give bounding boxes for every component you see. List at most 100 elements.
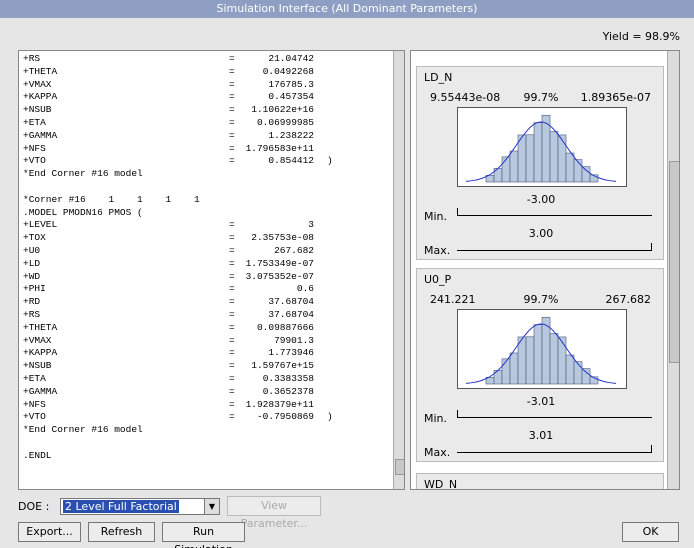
- histogram-bar: [509, 352, 519, 385]
- param-name: +TOX: [23, 232, 46, 244]
- percent: 99.7%: [523, 293, 559, 306]
- param-value: 0.6: [296, 283, 314, 295]
- param-name: +VMAX: [23, 78, 52, 90]
- equals: =: [229, 334, 235, 346]
- low-value: 241.221: [430, 293, 476, 306]
- yield: Yield = 98.9%: [602, 30, 680, 43]
- export-button[interactable]: Export...: [18, 522, 81, 542]
- equals: =: [229, 65, 235, 77]
- scrollbar[interactable]: [667, 51, 679, 489]
- param-value: 0.09887666: [256, 321, 314, 333]
- param-value: 37.68704: [268, 309, 314, 320]
- param-value: 0.06999985: [256, 117, 314, 128]
- param-value: 267.682: [274, 245, 314, 256]
- parameter-panel: LD_N 9.55443e-08 99.7% 1.89365e-07 -3.00 Min.…: [416, 66, 664, 260]
- param-name: +LEVEL: [23, 219, 58, 231]
- param-name: +NSUB: [23, 360, 52, 372]
- slider-handle: [651, 445, 652, 453]
- close-paren: ): [327, 411, 333, 423]
- param-value: 0.3652378: [262, 385, 314, 397]
- param-value: 1.753349e-07: [245, 257, 314, 269]
- param-name: +RS: [23, 53, 41, 64]
- min-slider[interactable]: [457, 215, 652, 216]
- equals: =: [229, 245, 235, 256]
- param-value: 1.796583e+11: [245, 142, 314, 154]
- equals: =: [229, 309, 235, 320]
- min-label: Min.: [424, 210, 448, 223]
- param-name: +ETA: [23, 117, 46, 128]
- code-line: .ENDL: [23, 449, 52, 461]
- max-label: Max.: [424, 446, 451, 459]
- code-line: *Corner #16 1 1 1 1: [23, 193, 200, 205]
- equals: =: [229, 270, 235, 282]
- code-line: .MODEL PMODN16 PMOS (: [23, 206, 143, 218]
- equals: =: [229, 142, 235, 154]
- param-name: +U0: [23, 245, 41, 256]
- histogram-bar: [525, 336, 535, 385]
- max-slider[interactable]: [457, 452, 652, 453]
- scroll-thumb[interactable]: [669, 161, 679, 363]
- model-text: +RS = 21.04742 +THETA = 0.0492268 +VMAX = 176785…: [18, 50, 405, 490]
- histogram: [457, 107, 627, 187]
- slider-handle: [651, 243, 652, 251]
- param-name: +VMAX: [23, 334, 52, 346]
- param-value: 1.238222: [268, 129, 314, 141]
- code-line: *End Corner #16 model: [23, 424, 143, 436]
- histogram-bar: [525, 134, 535, 183]
- parameter-panel: WD_N: [416, 473, 664, 490]
- min-label: Min.: [424, 412, 448, 425]
- high-value: 1.89365e-07: [580, 91, 651, 104]
- histogram-bar: [549, 131, 559, 183]
- param-name: +KAPPA: [23, 347, 58, 359]
- equals: =: [229, 117, 235, 128]
- scroll-thumb[interactable]: [395, 459, 404, 475]
- param-value: 176785.3: [268, 78, 314, 90]
- scrollbar[interactable]: [393, 51, 404, 489]
- histogram-bar: [501, 358, 511, 385]
- param-name: +THETA: [23, 321, 58, 333]
- histogram-bar: [557, 336, 567, 385]
- min-slider[interactable]: [457, 417, 652, 418]
- histogram-bar: [509, 150, 519, 183]
- param-name: +PHI: [23, 283, 46, 295]
- run-simulation-button[interactable]: Run Simulation: [162, 522, 245, 548]
- param-value: 3: [308, 219, 314, 231]
- doe-select[interactable]: 2 Level Full Factorial ▼: [60, 498, 220, 515]
- param-name: +GAMMA: [23, 129, 58, 141]
- histogram: [457, 309, 627, 389]
- param-name: +NFS: [23, 398, 46, 410]
- parameter-name: WD_N: [424, 478, 458, 490]
- parameter-name: U0_P: [424, 273, 452, 286]
- param-name: +RD: [23, 296, 41, 308]
- equals: =: [229, 296, 235, 308]
- min-value: -3.01: [526, 395, 556, 408]
- parameter-panel: U0_P 241.221 99.7% 267.682 -3.01 Min. 3.01 Max.: [416, 268, 664, 462]
- ok-button[interactable]: OK: [622, 522, 679, 542]
- close-paren: ): [327, 155, 333, 167]
- param-name: +NSUB: [23, 104, 52, 116]
- histogram-bar: [589, 174, 599, 183]
- param-value: 79901.3: [274, 334, 314, 346]
- histogram-bar: [565, 354, 575, 385]
- param-value: 21.04742: [268, 53, 314, 64]
- equals: =: [229, 385, 235, 397]
- param-value: 1.928379e+11: [245, 398, 314, 410]
- max-slider[interactable]: [457, 250, 652, 251]
- refresh-button[interactable]: Refresh: [88, 522, 155, 542]
- title-bar: Simulation Interface (All Dominant Param…: [0, 0, 694, 18]
- dropdown-arrow[interactable]: ▼: [204, 499, 219, 514]
- equals: =: [229, 360, 235, 372]
- param-name: +ETA: [23, 373, 46, 384]
- param-value: 1.10622e+16: [251, 104, 314, 116]
- equals: =: [229, 91, 235, 103]
- fit-curve: [465, 121, 617, 182]
- view-parameter-button[interactable]: View Parameter...: [227, 496, 321, 530]
- param-value: 37.68704: [268, 296, 314, 308]
- param-name: +THETA: [23, 65, 58, 77]
- histogram-bar: [517, 336, 527, 385]
- histogram-bar: [557, 134, 567, 183]
- high-value: 267.682: [605, 293, 652, 306]
- param-value: 1.59767e+15: [251, 360, 314, 372]
- max-value: 3.00: [528, 227, 554, 240]
